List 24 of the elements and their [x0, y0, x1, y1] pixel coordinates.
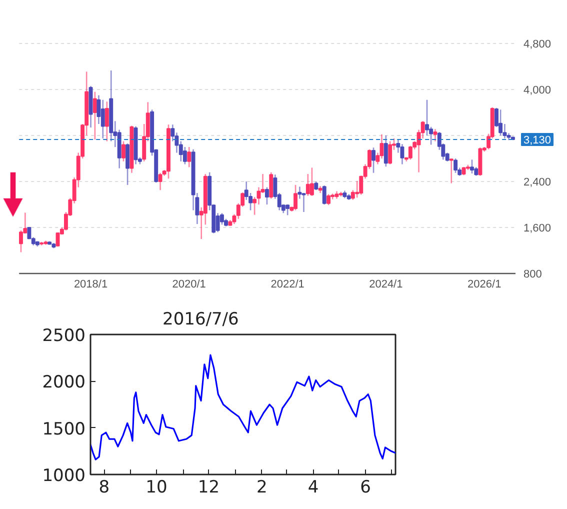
x-tick-label: 10: [146, 478, 168, 498]
line-series: [90, 354, 396, 460]
x-tick-label: 2: [256, 478, 268, 498]
x-tick-label: 2020/1: [172, 278, 206, 290]
y-tick-label: 800: [524, 268, 542, 280]
x-tick-label: 2018/1: [74, 278, 108, 290]
y-tick-label: 4,800: [524, 38, 552, 50]
x-tick-label: 6: [360, 478, 371, 498]
x-tick-label: 2022/1: [270, 278, 304, 290]
y-tick-label: 4,000: [524, 84, 552, 96]
y-tick-label: 1,600: [524, 222, 552, 234]
x-tick-label: 2026/1: [468, 278, 502, 290]
y-tick-label: 2000: [42, 372, 86, 393]
x-tick-label: 4: [308, 478, 319, 498]
x-tick-label: 12: [198, 478, 220, 498]
x-tick-label: 8: [98, 478, 110, 498]
ref-line-label: 3,130: [524, 134, 552, 147]
x-tick-label: 2024/1: [369, 278, 403, 290]
y-tick-label: 1500: [42, 419, 86, 440]
y-tick-label: 2500: [42, 326, 86, 346]
chart-title: 2016/7/6: [162, 310, 239, 330]
y-tick-label: 2,400: [524, 176, 552, 188]
y-tick-label: 1000: [42, 466, 86, 486]
candlestick: [56, 232, 60, 248]
